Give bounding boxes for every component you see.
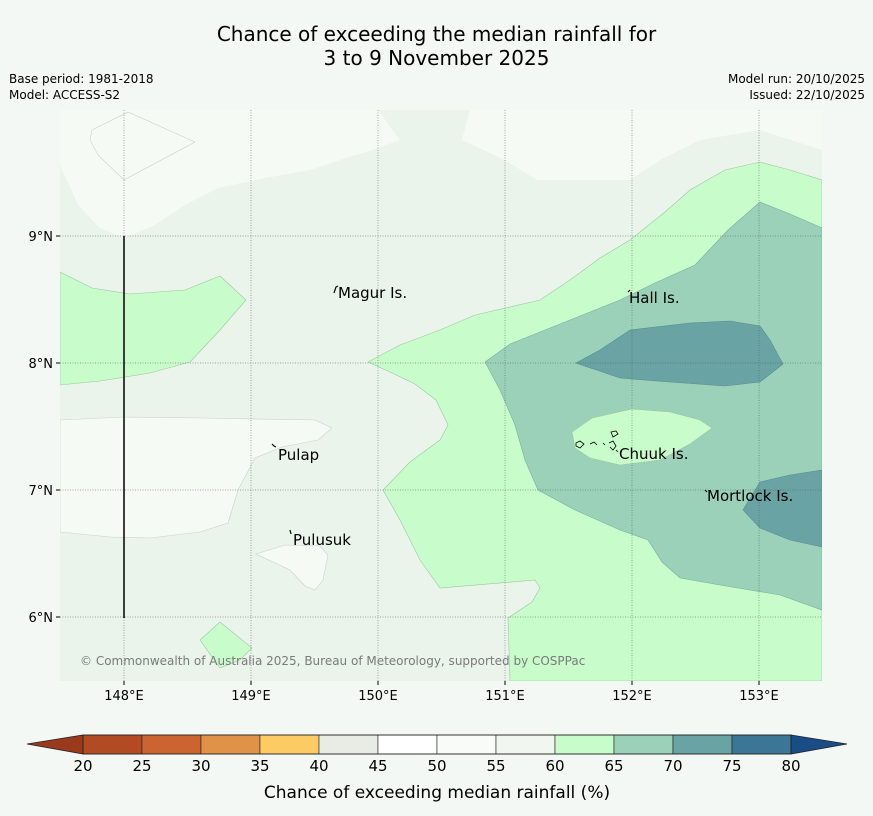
tick-lat-6: 6°N [29,611,54,626]
colorbar-tick-label: 60 [545,757,564,775]
meta-right: Model run: 20/10/2025 Issued: 22/10/2025 [728,71,865,103]
contour-50-55-pulusuk [255,544,329,591]
model-name: Model: ACCESS-S2 [9,88,121,102]
lon-axis: 148°E 149°E 150°E 151°E 152°E 153°E [104,681,779,704]
tick-lat-8: 8°N [29,357,54,372]
tick-lon-149: 149°E [231,689,271,704]
model-run: Model run: 20/10/2025 [727,72,865,86]
map-area: Magur Is. Hall Is. Pulap Chuuk Is. Pulus… [60,110,822,681]
island-mortlock [704,489,708,493]
island-pulap [271,443,277,448]
label-chuuk: Chuuk Is. [619,445,688,463]
label-pulusuk: Pulusuk [293,531,351,549]
colorbar-segment [672,734,733,755]
colorbar-segment [82,734,143,755]
contour-65-70 [484,201,822,611]
base-period: Base period: 1981-2018 [9,72,154,86]
colorbar-tick-label: 20 [73,757,92,775]
island-chuuk-lagoon [575,430,619,453]
contour-50-55-n [462,110,822,180]
tick-lon-148: 148°E [104,689,144,704]
label-pulap: Pulap [278,446,319,464]
tick-lat-9: 9°N [29,230,54,245]
title-line-2: 3 to 9 November 2025 [323,46,550,70]
map-title: Chance of exceeding the median rainfall … [0,22,873,70]
contour-60-65-chuuk [571,408,713,466]
colorbar-tick-label: 45 [368,757,387,775]
label-mortlock: Mortlock Is. [707,487,793,505]
colorbar-segment [318,734,379,755]
contour-70-75-south [742,469,822,548]
colorbar-tick-label: 25 [132,757,151,775]
colorbar-tick-label: 65 [604,757,623,775]
colorbar-segments [82,734,792,755]
colorbar-tick-label: 50 [427,757,446,775]
tick-lon-152: 152°E [612,689,652,704]
colorbar-segment [200,734,261,755]
title-line-1: Chance of exceeding the median rainfall … [216,22,657,46]
meta-left: Base period: 1981-2018 Model: ACCESS-S2 [9,71,154,103]
colorbar-over-arrow [790,734,848,755]
colorbar-segment [554,734,615,755]
label-hall: Hall Is. [629,289,680,307]
tick-lon-153: 153°E [739,689,779,704]
colorbar-segment [613,734,674,755]
colorbar-segment [436,734,497,755]
colorbar-tick-label: 75 [722,757,741,775]
tick-lon-150: 150°E [358,689,398,704]
contour-60-65-sw [199,621,253,669]
colorbar-tick-label: 80 [781,757,800,775]
colorbar-under-arrow [26,734,84,755]
colorbar-ticks: 20 25 30 35 40 45 50 55 60 65 70 75 80 [73,757,800,775]
colorbar-tick-label: 55 [486,757,505,775]
lat-axis: 9°N 8°N 7°N 6°N [29,230,60,626]
island-magur [333,285,339,294]
colorbar-segment [377,734,438,755]
tick-lat-7: 7°N [29,484,54,499]
colorbar-tick-label: 30 [191,757,210,775]
colorbar-segment [495,734,556,755]
colorbar-tick-label: 40 [309,757,328,775]
island-pulusuk [289,529,292,535]
graticule [60,110,822,681]
colorbar-tick-label: 70 [663,757,682,775]
colorbar-segment [259,734,320,755]
contour-70-75-north [575,320,784,387]
colorbar-segment [141,734,202,755]
issued-date: Issued: 22/10/2025 [749,88,865,102]
tick-lon-151: 151°E [485,689,525,704]
colorbar-frame [82,734,792,755]
colorbar-segment [731,734,792,755]
colorbar-label: Chance of exceeding median rainfall (%) [264,783,610,803]
copyright-notice: © Commonwealth of Australia 2025, Bureau… [80,654,585,668]
colorbar-tick-label: 35 [250,757,269,775]
island-hall [627,289,631,293]
label-magur: Magur Is. [338,284,407,302]
colorbar: 20 25 30 35 40 45 50 55 60 65 70 75 80 Chance of exc… [26,734,848,803]
